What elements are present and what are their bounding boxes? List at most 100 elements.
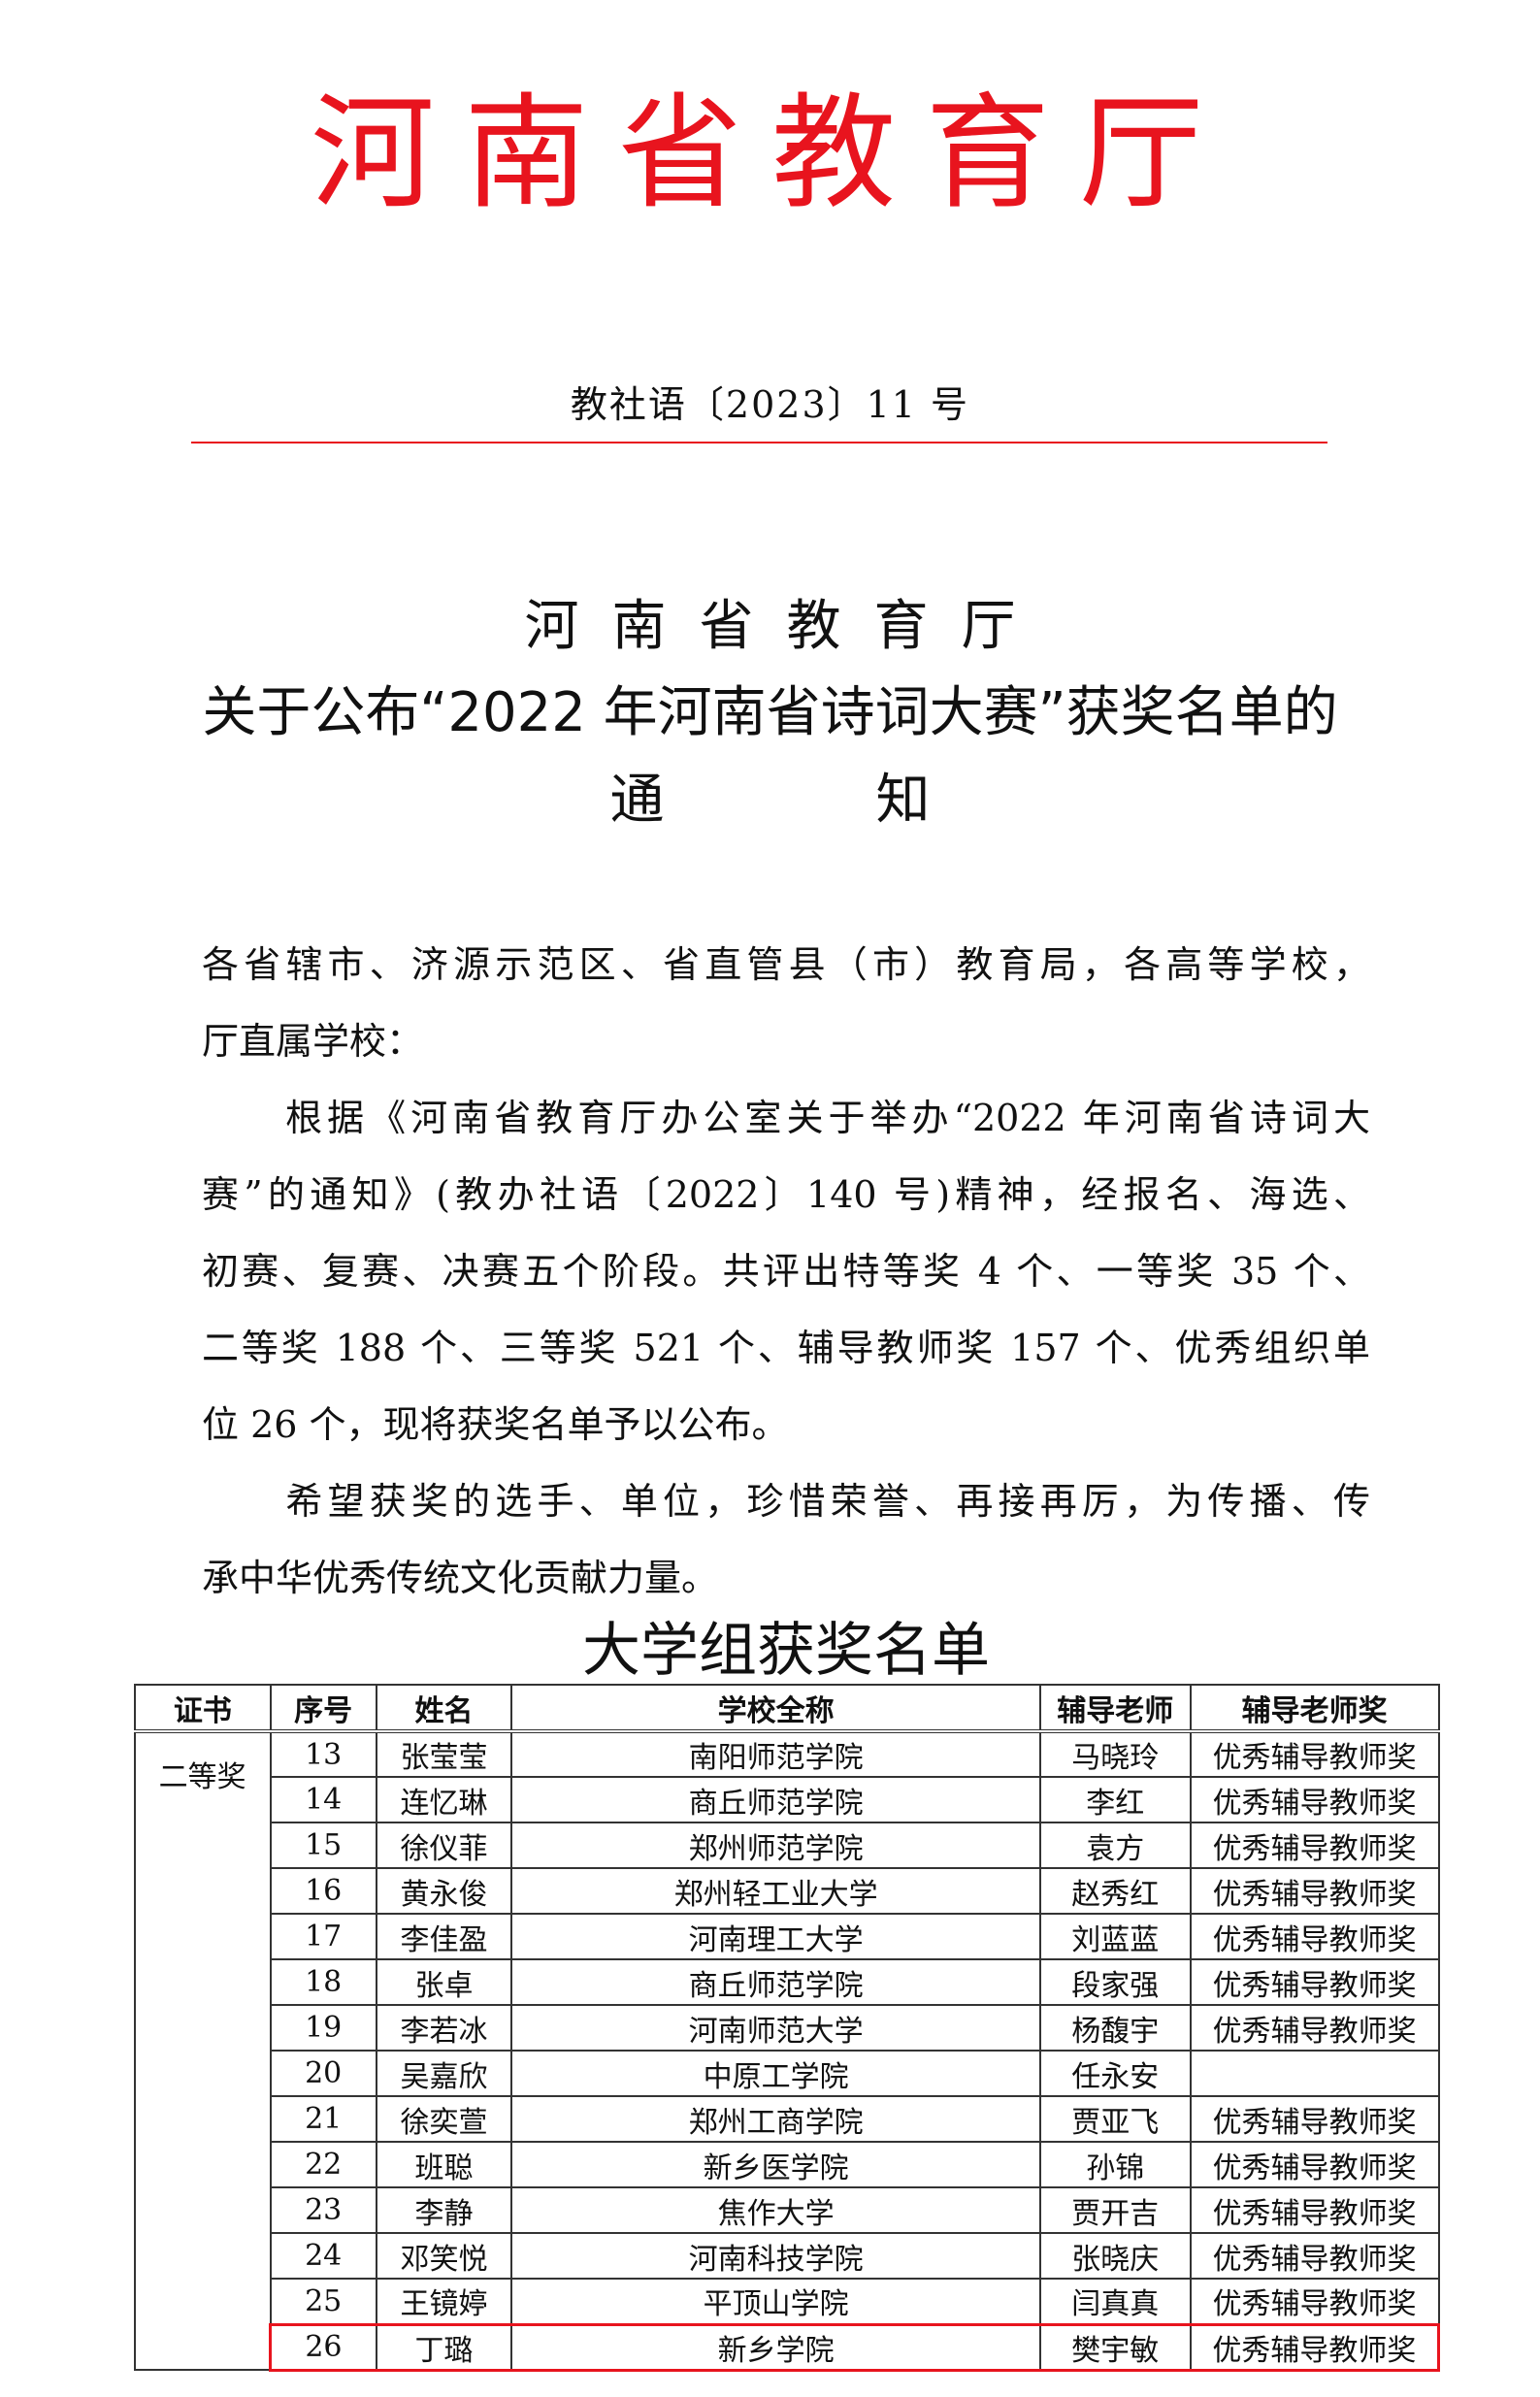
table-row: 25 王镜婷 平顶山学院 闫真真 优秀辅导教师奖 [135, 2278, 1440, 2325]
seq-cell: 24 [269, 2232, 377, 2280]
school-cell: 南阳师范学院 [510, 1730, 1041, 1778]
name-cell: 李若冰 [375, 2004, 513, 2052]
seq-cell: 21 [269, 2095, 377, 2143]
school-cell: 中原工学院 [510, 2050, 1041, 2097]
school-cell: 新乡医学院 [510, 2141, 1041, 2188]
seq-cell: 14 [269, 1776, 377, 1823]
school-cell: 平顶山学院 [510, 2278, 1041, 2325]
name-cell: 连忆琳 [375, 1776, 513, 1823]
column-header: 证书 [134, 1684, 272, 1733]
body-line: 希望获奖的选手、单位，珍惜荣誉、再接再厉，为传播、传 [202, 1480, 1370, 1523]
seq-cell: 19 [269, 2004, 377, 2052]
body-line: 各省辖市、济源示范区、省直管县（市）教育局，各高等学校， [202, 943, 1370, 986]
org-header-char: 厅 [1078, 82, 1203, 226]
name-cell: 丁璐 [375, 2322, 513, 2372]
title-line-2: 关于公布“2022 年河南省诗词大赛”获奖名单的 [202, 681, 1338, 744]
title-line-3: 通 知 [0, 773, 1540, 828]
tutor-award-cell [1189, 2050, 1440, 2097]
seq-cell: 18 [269, 1958, 377, 2006]
red-divider [191, 442, 1327, 443]
tutor-award-cell: 优秀辅导教师奖 [1189, 2186, 1440, 2234]
body-line: 二等奖 188 个、三等奖 521 个、辅导教师奖 157 个、优秀组织单 [202, 1327, 1370, 1369]
body-line: 初赛、复赛、决赛五个阶段。共评出特等奖 4 个、一等奖 35 个、 [202, 1250, 1370, 1293]
table-row: 14 连忆琳 商丘师范学院 李红 优秀辅导教师奖 [135, 1776, 1440, 1823]
title-char: 通 [609, 769, 665, 832]
org-header-char: 育 [925, 82, 1050, 226]
school-cell: 商丘师范学院 [510, 1958, 1041, 2006]
tutor-award-cell: 优秀辅导教师奖 [1189, 1822, 1440, 1869]
seq-cell: 23 [269, 2186, 377, 2234]
table-row: 二等奖 13 张莹莹 南阳师范学院 马晓玲 优秀辅导教师奖 [134, 1730, 1440, 2371]
seq-cell: 20 [269, 2050, 377, 2097]
table-row: 22 班聪 新乡医学院 孙锦 优秀辅导教师奖 [135, 2141, 1440, 2188]
tutor-award-cell: 优秀辅导教师奖 [1189, 1730, 1440, 1778]
tutor-cell: 贾开吉 [1038, 2186, 1192, 2234]
tutor-award-cell: 优秀辅导教师奖 [1189, 2141, 1440, 2188]
tutor-cell: 任永安 [1038, 2050, 1192, 2097]
body-line: 承中华优秀传统文化贡献力量。 [202, 1557, 719, 1599]
tutor-cell: 樊宇敏 [1038, 2322, 1192, 2372]
name-cell: 张莹莹 [375, 1730, 513, 1778]
org-header-char: 河 [311, 82, 436, 226]
school-cell: 焦作大学 [510, 2186, 1041, 2234]
seq-cell: 25 [269, 2278, 377, 2325]
tutor-award-cell: 优秀辅导教师奖 [1189, 1913, 1440, 1960]
tutor-award-cell: 优秀辅导教师奖 [1189, 1958, 1440, 2006]
column-header: 学校全称 [510, 1684, 1041, 1733]
name-cell: 班聪 [375, 2141, 513, 2188]
seq-cell: 22 [269, 2141, 377, 2188]
table-row: 18 张卓 商丘师范学院 段家强 优秀辅导教师奖 [135, 1958, 1440, 2006]
tutor-cell: 赵秀红 [1038, 1867, 1192, 1915]
name-cell: 李佳盈 [375, 1913, 513, 1960]
tutor-award-cell: 优秀辅导教师奖 [1189, 2004, 1440, 2052]
column-header: 辅导老师 [1038, 1684, 1192, 1733]
tutor-award-cell: 优秀辅导教师奖 [1189, 1776, 1440, 1823]
tutor-award-cell: 优秀辅导教师奖 [1189, 2322, 1440, 2372]
table-row: 23 李静 焦作大学 贾开吉 优秀辅导教师奖 [135, 2186, 1440, 2234]
school-cell: 郑州工商学院 [510, 2095, 1041, 2143]
tutor-award-cell: 优秀辅导教师奖 [1189, 2095, 1440, 2143]
award-table: 证书 序号 姓名 学校全称 辅导老师 辅导老师奖 二等奖 13 张莹莹 南阳师范学院 马晓玲 优秀辅… [134, 1684, 1440, 2372]
column-header: 姓名 [375, 1684, 513, 1733]
org-header-char: 省 [617, 82, 742, 226]
table-row: 24 邓笑悦 河南科技学院 张晓庆 优秀辅导教师奖 [135, 2232, 1440, 2280]
seq-cell: 15 [269, 1822, 377, 1869]
seq-cell: 26 [269, 2322, 377, 2372]
seq-cell: 13 [269, 1730, 377, 1778]
name-cell: 黄永俊 [375, 1867, 513, 1915]
tutor-cell: 袁方 [1038, 1822, 1192, 1869]
issuing-org-header: 河南省教育厅 [311, 92, 1203, 216]
tutor-cell: 李红 [1038, 1776, 1192, 1823]
body-line: 位 26 个，现将获奖名单予以公布。 [202, 1403, 789, 1446]
title-line-1: 河南省教育厅 [524, 595, 1049, 658]
school-cell: 郑州师范学院 [510, 1822, 1041, 1869]
tutor-cell: 张晓庆 [1038, 2232, 1192, 2280]
table-row: 26 丁璐 新乡学院 樊宇敏 优秀辅导教师奖 [135, 2322, 1440, 2372]
tutor-cell: 马晓玲 [1038, 1730, 1192, 1778]
prize-cell: 二等奖 [134, 1730, 272, 2371]
name-cell: 徐仪菲 [375, 1822, 513, 1869]
tutor-award-cell: 优秀辅导教师奖 [1189, 1867, 1440, 1915]
table-row: 20 吴嘉欣 中原工学院 任永安 [135, 2050, 1440, 2097]
org-header-char: 教 [771, 82, 897, 226]
name-cell: 张卓 [375, 1958, 513, 2006]
school-cell: 河南科技学院 [510, 2232, 1041, 2280]
seq-cell: 16 [269, 1867, 377, 1915]
tutor-cell: 闫真真 [1038, 2278, 1192, 2325]
table-row: 19 李若冰 河南师范大学 杨馥宇 优秀辅导教师奖 [135, 2004, 1440, 2052]
name-cell: 邓笑悦 [375, 2232, 513, 2280]
name-cell: 徐奕萱 [375, 2095, 513, 2143]
school-cell: 新乡学院 [510, 2322, 1041, 2372]
body-line: 赛”的通知》(教办社语〔2022〕140 号)精神，经报名、海选、 [202, 1173, 1370, 1216]
school-cell: 商丘师范学院 [510, 1776, 1041, 1823]
school-cell: 郑州轻工业大学 [510, 1867, 1041, 1915]
tutor-cell: 贾亚飞 [1038, 2095, 1192, 2143]
school-cell: 河南师范大学 [510, 2004, 1041, 2052]
table-row: 17 李佳盈 河南理工大学 刘蓝蓝 优秀辅导教师奖 [135, 1913, 1440, 1960]
table-subtitle: 大学组获奖名单 [582, 1617, 990, 1685]
school-cell: 河南理工大学 [510, 1913, 1041, 1960]
tutor-cell: 杨馥宇 [1038, 2004, 1192, 2052]
body-line: 根据《河南省教育厅办公室关于举办“2022 年河南省诗词大 [202, 1097, 1370, 1139]
name-cell: 吴嘉欣 [375, 2050, 513, 2097]
body-line: 厅直属学校： [202, 1020, 424, 1063]
